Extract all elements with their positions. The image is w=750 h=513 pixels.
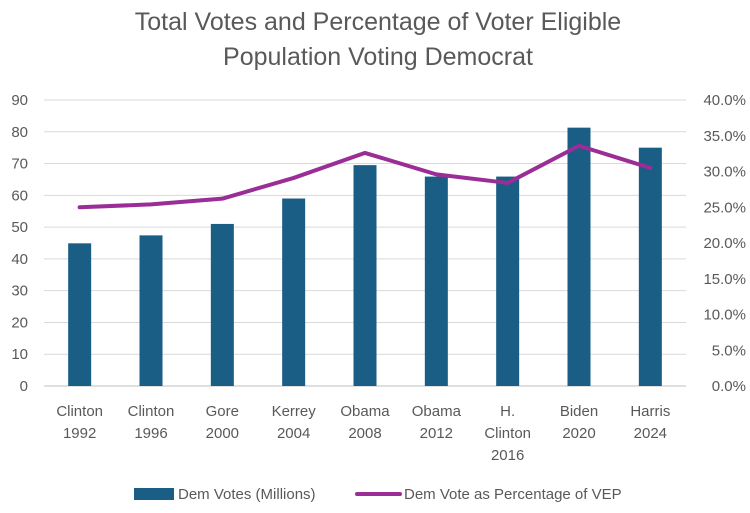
chart-title-line-1: Total Votes and Percentage of Voter Elig…	[134, 8, 622, 36]
category-label-line: 2016	[491, 447, 524, 464]
bar	[496, 176, 520, 386]
legend-swatch-bars	[134, 488, 174, 500]
category-label-line: 2012	[420, 425, 453, 442]
line-point	[363, 151, 367, 155]
right-tick-label: 35.0%	[703, 128, 746, 145]
category-label-line: 2004	[277, 425, 310, 442]
right-tick-label: 15.0%	[703, 271, 746, 288]
category-label-line: Gore	[206, 403, 239, 420]
line-series	[77, 143, 653, 210]
right-tick-label: 10.0%	[703, 307, 746, 324]
category-label-line: 1996	[134, 425, 167, 442]
right-axis: 0.0% 5.0% 10.0% 15.0% 20.0% 25.0% 30.0% 35.0% 40…	[703, 92, 746, 395]
line-point	[577, 144, 581, 148]
bar	[424, 176, 448, 386]
left-tick-label: 20	[11, 314, 28, 331]
chart-title-line-2: Population Voting Democrat	[223, 43, 533, 71]
bar	[638, 147, 662, 386]
left-tick-label: 90	[11, 92, 28, 109]
category-labels: Clinton 1992 Clinton 1996 Gore 2000 Kerrey 2004…	[56, 403, 670, 464]
bar	[139, 235, 163, 386]
category-label: Obama 2012	[412, 403, 462, 442]
left-tick-label: 70	[11, 156, 28, 173]
bar	[68, 243, 92, 386]
bar	[353, 165, 377, 386]
category-label: Biden 2020	[560, 403, 598, 442]
category-label-line: 1992	[63, 425, 96, 442]
legend: Dem Votes (Millions) Dem Vote as Percenta…	[134, 486, 622, 503]
category-label-line: H.	[500, 403, 515, 420]
category-label: Obama 2008	[340, 403, 390, 442]
category-label-line: 2020	[562, 425, 595, 442]
category-label-line: 2000	[206, 425, 239, 442]
line-point	[506, 181, 510, 185]
left-axis: 0 10 20 30 40 50 60 70 80 90	[11, 92, 28, 395]
right-tick-label: 20.0%	[703, 235, 746, 252]
line-point	[648, 166, 652, 170]
line-point	[434, 172, 438, 176]
category-label-line: Harris	[630, 403, 670, 420]
bar	[210, 223, 234, 386]
category-label-line: Clinton	[56, 403, 103, 420]
left-tick-label: 30	[11, 283, 28, 300]
right-tick-label: 5.0%	[712, 342, 746, 359]
left-tick-label: 80	[11, 124, 28, 141]
category-label: Kerrey 2004	[272, 403, 317, 442]
bar	[567, 127, 591, 386]
right-tick-label: 40.0%	[703, 92, 746, 109]
category-label: Clinton 1992	[56, 403, 103, 442]
legend-label-bars: Dem Votes (Millions)	[178, 486, 316, 503]
left-tick-label: 50	[11, 219, 28, 236]
legend-label-line: Dem Vote as Percentage of VEP	[404, 486, 622, 503]
category-label-line: 2024	[634, 425, 667, 442]
category-label-line: Clinton	[484, 425, 531, 442]
left-tick-label: 60	[11, 187, 28, 204]
right-tick-label: 25.0%	[703, 199, 746, 216]
category-label-line: Clinton	[128, 403, 175, 420]
line-point	[220, 197, 224, 201]
right-tick-label: 30.0%	[703, 164, 746, 181]
category-label-line: 2008	[348, 425, 381, 442]
line-point	[78, 205, 82, 209]
category-label-line: Obama	[412, 403, 462, 420]
category-label-line: Obama	[340, 403, 390, 420]
bar-series	[68, 127, 662, 386]
line-point	[292, 176, 296, 180]
category-label-line: Kerrey	[272, 403, 317, 420]
left-tick-label: 0	[20, 378, 28, 395]
category-label: H. Clinton 2016	[484, 403, 531, 464]
category-label: Harris 2024	[630, 403, 670, 442]
right-tick-label: 0.0%	[712, 378, 746, 395]
line-point	[149, 202, 153, 206]
bar	[282, 198, 306, 386]
left-tick-label: 10	[11, 346, 28, 363]
category-label: Gore 2000	[206, 403, 239, 442]
category-label: Clinton 1996	[128, 403, 175, 442]
category-label-line: Biden	[560, 403, 598, 420]
left-tick-label: 40	[11, 251, 28, 268]
